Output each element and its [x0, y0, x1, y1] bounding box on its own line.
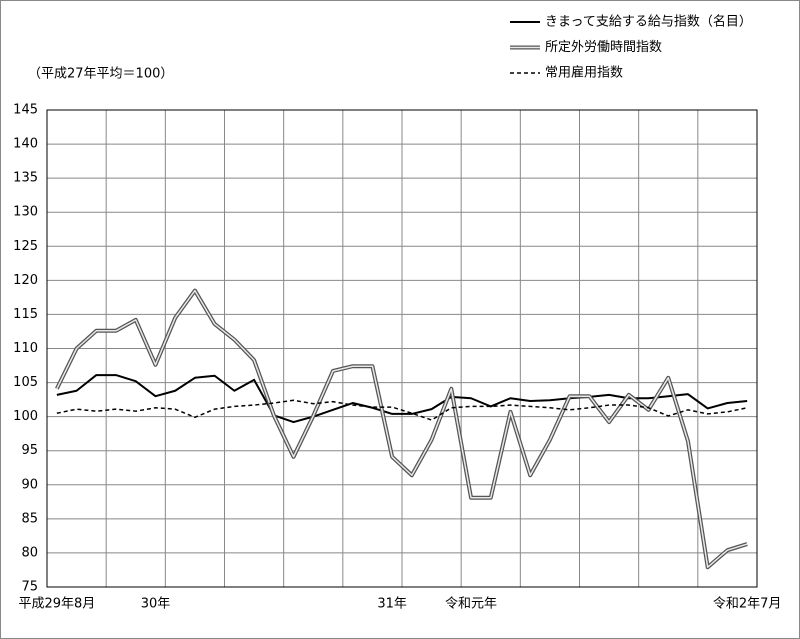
- y-tick-label: 125: [13, 239, 38, 254]
- y-tick-label: 100: [13, 409, 38, 424]
- unit-note: （平成27年平均＝100）: [28, 67, 173, 82]
- y-tick-label: 115: [13, 307, 38, 322]
- y-tick-label: 110: [13, 341, 38, 356]
- x-tick-label: 31年: [377, 597, 407, 612]
- legend-label: きまって支給する給与指数（名目）: [545, 14, 752, 30]
- y-tick-label: 135: [13, 171, 38, 186]
- y-tick-label: 85: [21, 511, 38, 526]
- x-tick-label: 令和2年7月: [713, 597, 782, 612]
- y-tick-label: 105: [13, 375, 38, 390]
- y-tick-label: 90: [21, 477, 38, 492]
- legend-label: 所定外労働時間指数: [545, 40, 662, 55]
- y-tick-label: 80: [21, 545, 38, 560]
- series-line: [56, 289, 748, 568]
- y-tick-label: 120: [13, 273, 38, 288]
- x-tick-label: 30年: [141, 597, 171, 612]
- x-tick-label: 令和元年: [445, 597, 497, 612]
- y-tick-label: 145: [13, 103, 38, 118]
- x-tick-label: 平成29年8月: [18, 597, 95, 612]
- y-tick-label: 140: [13, 137, 38, 152]
- y-tick-label: 95: [21, 443, 38, 458]
- plot-border: [46, 109, 758, 588]
- y-tick-label: 75: [21, 580, 38, 595]
- legend-label: 常用雇用指数: [545, 65, 623, 81]
- series-line: [56, 399, 748, 421]
- y-tick-label: 130: [13, 205, 38, 220]
